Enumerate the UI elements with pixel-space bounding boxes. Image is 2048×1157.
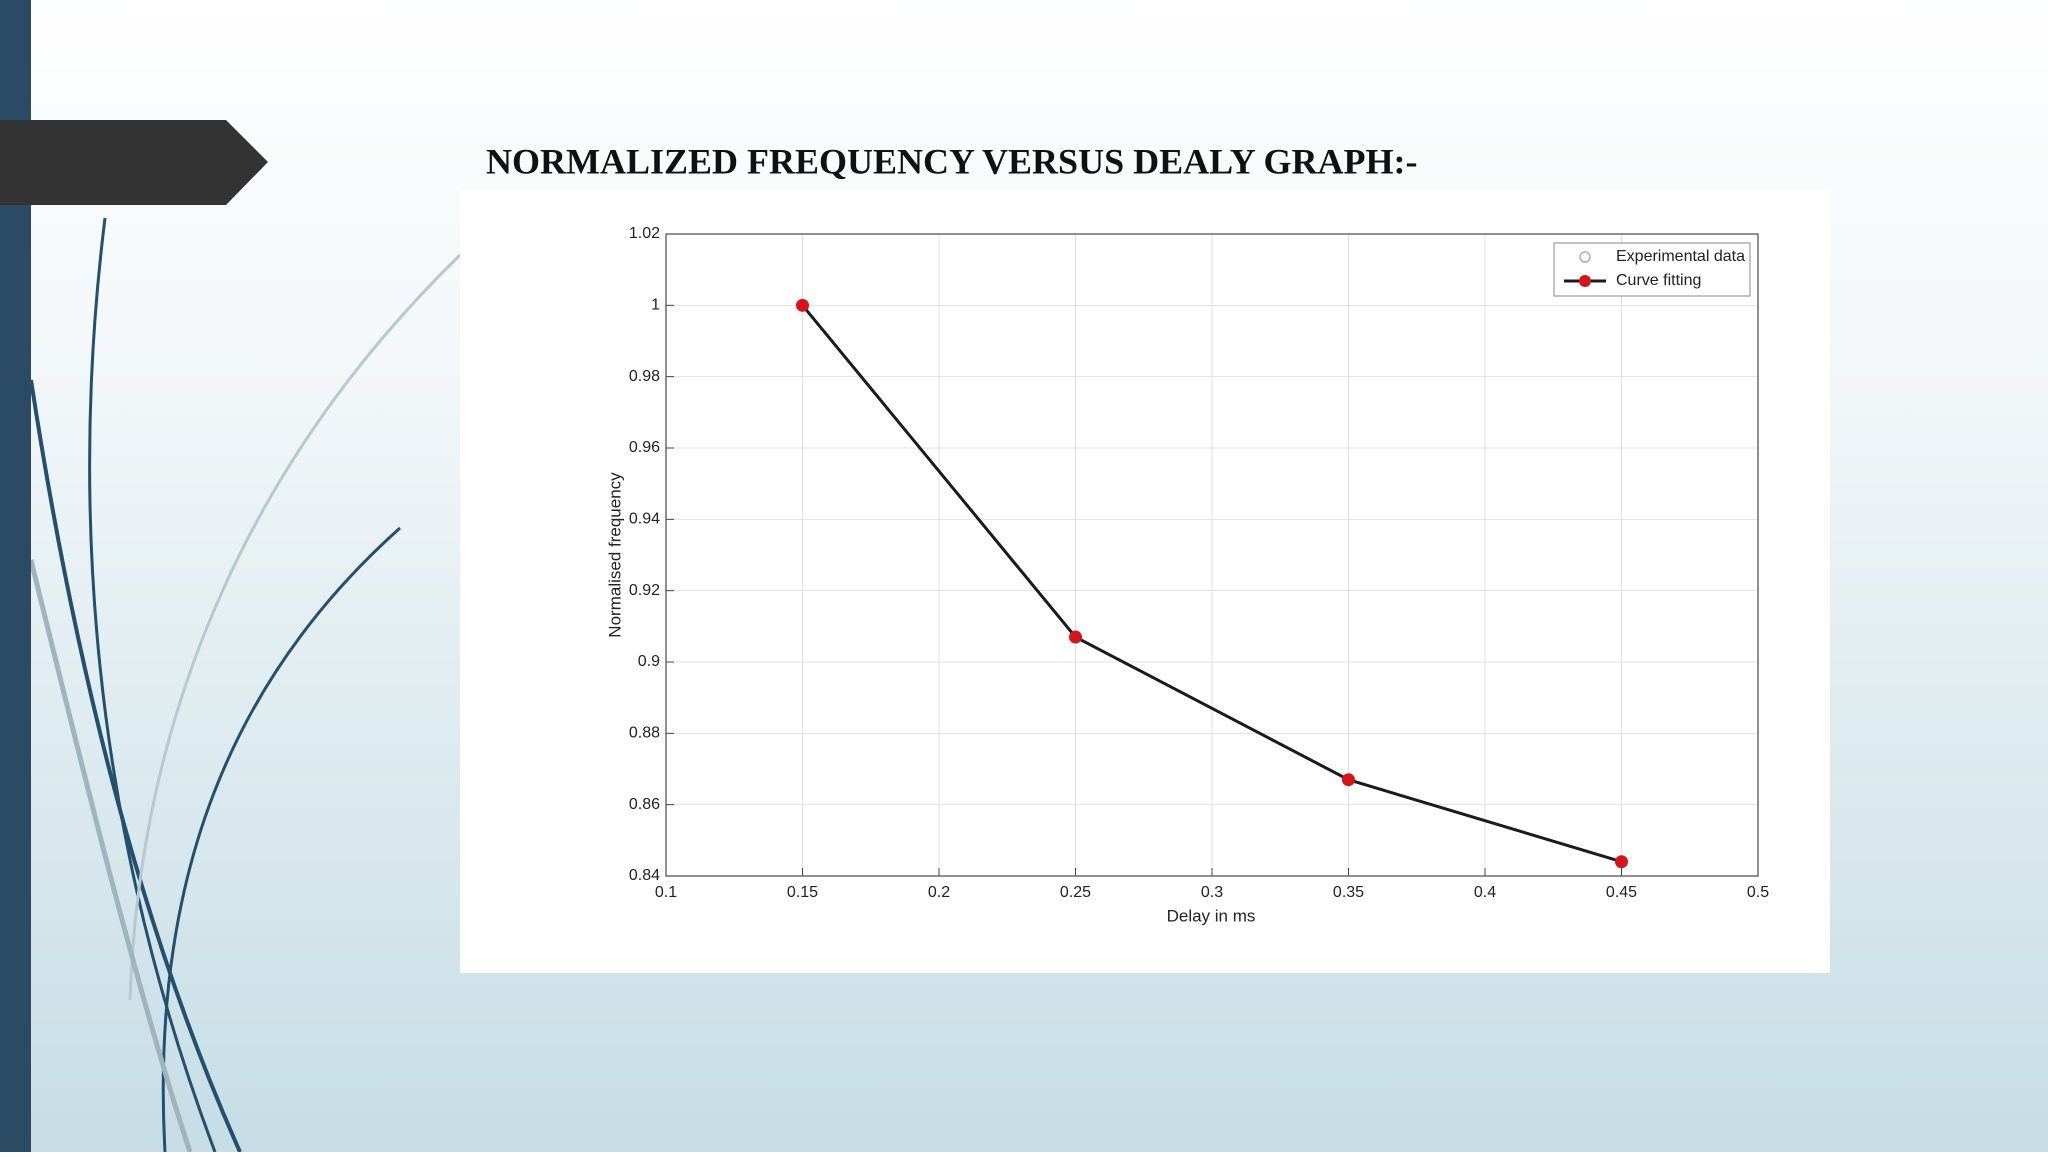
- x-tick-label: 0.15: [787, 884, 818, 901]
- legend-label: Curve fitting: [1616, 272, 1701, 289]
- marker: [1342, 773, 1355, 787]
- x-tick-label: 0.45: [1606, 884, 1637, 901]
- y-tick-label: 1.02: [629, 225, 660, 242]
- y-tick-label: 0.94: [629, 511, 660, 528]
- y-tick-label: 0.96: [629, 439, 660, 456]
- legend-marker: [1579, 251, 1591, 263]
- x-tick-label: 0.3: [1201, 884, 1223, 901]
- chart-image: [460, 189, 1830, 973]
- x-tick-label: 0.2: [928, 884, 950, 901]
- x-tick-label: 0.25: [1060, 884, 1091, 901]
- x-axis-label: Delay in ms: [1167, 906, 1256, 925]
- marker: [1615, 855, 1628, 869]
- y-tick-label: 0.88: [629, 725, 660, 742]
- legend-label: Experimental data: [1616, 248, 1745, 265]
- legend-marker: [1579, 275, 1591, 287]
- plot-frame: [665, 233, 1759, 877]
- marker: [1069, 630, 1082, 644]
- y-axis-label: Normalised frequency: [605, 472, 624, 638]
- x-tick-label: 0.5: [1747, 884, 1769, 901]
- x-tick-label: 0.4: [1474, 884, 1496, 901]
- y-tick-label: 0.98: [629, 368, 660, 385]
- y-tick-label: 0.9: [638, 653, 660, 670]
- y-tick-label: 0.92: [629, 582, 660, 599]
- line: [801, 304, 1622, 864]
- title-arrow: [0, 120, 268, 205]
- x-tick-label: 0.35: [1333, 884, 1364, 901]
- decor-curves: [28, 217, 462, 1153]
- y-tick-label: 0.84: [629, 867, 660, 884]
- x-tick-label: 0.1: [655, 884, 677, 901]
- y-tick-label: 0.86: [629, 796, 660, 813]
- marker: [796, 298, 809, 312]
- y-tick-label: 1: [651, 297, 660, 314]
- chart-title: NORMALIZED FREQUENCY VERSUS DEALY GRAPH:…: [486, 141, 1417, 181]
